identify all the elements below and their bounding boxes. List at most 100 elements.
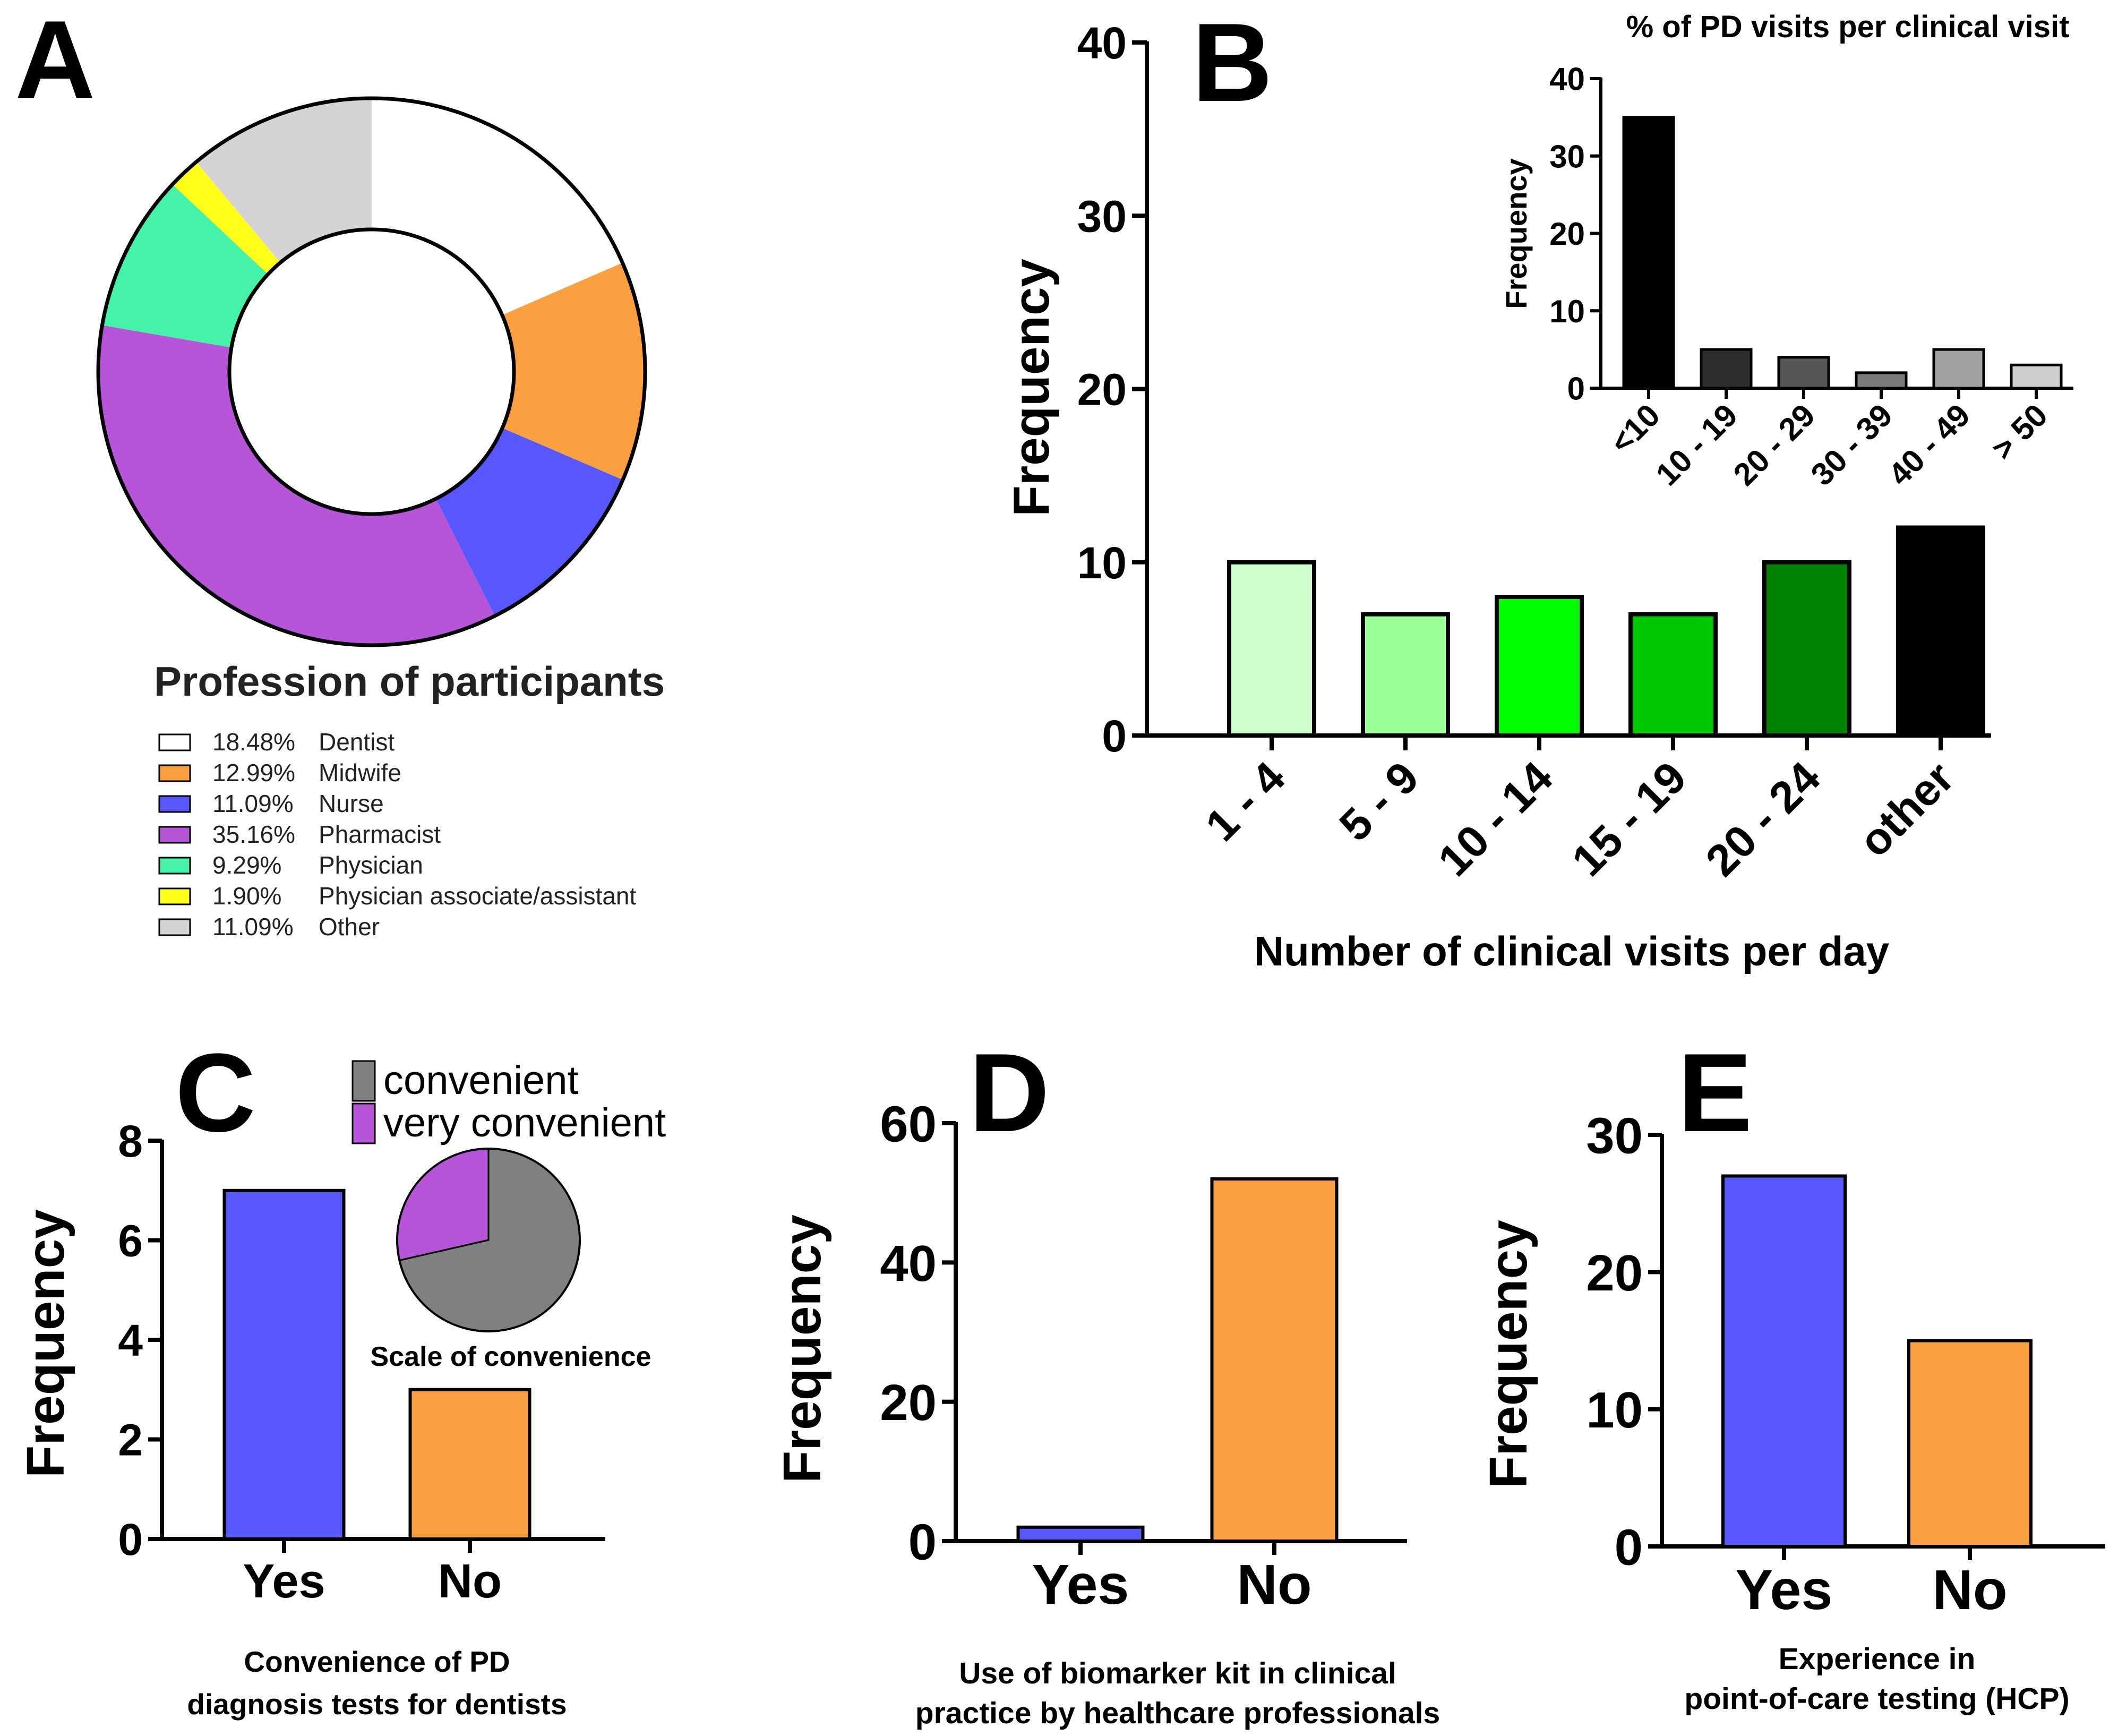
legend-percent: 18.48%: [212, 728, 295, 756]
chart-d: 0 20 40 60 Yes No Frequency Use of biomarker ki…: [773, 1096, 1440, 1730]
y-tick-label: 0: [1615, 1519, 1643, 1576]
panel-label-c: C: [175, 1030, 256, 1155]
donut-slice-other: [196, 98, 372, 263]
bar-no: [408, 1388, 531, 1541]
x-tick-label: > 50: [1985, 397, 2054, 467]
legend-percent: 1.90%: [212, 882, 281, 910]
bar--10: [1622, 116, 1675, 390]
y-tick-label: 10: [1586, 1382, 1643, 1439]
y-axis-title: Frequency: [16, 1209, 75, 1478]
legend-percent: 11.09%: [212, 790, 294, 817]
x-tick-label: 40 - 49: [1882, 397, 1977, 492]
bar-no: [1210, 1177, 1339, 1543]
x-axis-title: Number of clinical visits per day: [1254, 928, 1889, 974]
donut-slice-nurse: [435, 427, 623, 616]
donut-slice-dentist: [372, 98, 623, 315]
x-tick-label: No: [438, 1555, 502, 1608]
y-tick-label: 10: [1077, 538, 1127, 588]
bar-20-24: [1762, 560, 1851, 738]
bar-other: [1896, 525, 1985, 738]
x-axis-title-line: point-of-care testing (HCP): [1684, 1682, 2069, 1716]
y-axis-title: Frequency: [773, 1215, 832, 1483]
donut-outer-outline: [96, 96, 647, 647]
legend-swatch: [158, 857, 191, 875]
pie-slice-very-convenient: [396, 1148, 490, 1262]
y-axis-title: Frequency: [1003, 259, 1060, 516]
chart-title: % of PD visits per clinical visit: [1626, 10, 2070, 44]
x-tick-label: 15 - 19: [1562, 752, 1695, 885]
chart-a: Profession of participants 18.48% Dentist 1…: [96, 96, 665, 940]
donut-slice-physician-associate-assistant: [172, 162, 281, 275]
bar-yes: [1016, 1525, 1145, 1543]
x-tick-label: Yes: [1736, 1559, 1833, 1621]
legend-percent: 35.16%: [212, 820, 295, 848]
y-tick-label: 10: [1549, 294, 1585, 329]
y-axis-title: Frequency: [1479, 1220, 1538, 1489]
bar-1-4: [1227, 560, 1316, 738]
legend-percent: 9.29%: [212, 851, 281, 879]
panel-label-d: D: [969, 1030, 1050, 1155]
bar-no: [1907, 1339, 2033, 1548]
legend-swatch: [158, 887, 191, 905]
donut-slice-midwife: [502, 262, 645, 480]
legend-label: Midwife: [319, 759, 401, 786]
x-axis-title-line: Experience in: [1779, 1642, 1976, 1676]
chart-title: Scale of convenience: [371, 1341, 651, 1372]
y-tick-label: 6: [118, 1216, 143, 1266]
y-tick-label: 20: [880, 1374, 937, 1431]
y-tick-label: 2: [118, 1415, 143, 1465]
x-axis-title-line: Use of biomarker kit in clinical: [959, 1656, 1396, 1690]
bar-10-14: [1495, 595, 1584, 738]
chart-c: 0 2 4 6 8 Yes No Frequency Convenience of PD diag…: [16, 1116, 605, 1721]
legend-label: convenient: [383, 1058, 579, 1103]
bar-5-9: [1361, 612, 1450, 738]
bar-40-49: [1932, 348, 1985, 390]
x-tick-label: 5 - 9: [1330, 752, 1428, 850]
legend-swatch: [351, 1060, 376, 1102]
y-tick-label: 4: [118, 1315, 143, 1365]
legend-swatch: [158, 733, 191, 751]
x-tick-label: <10: [1603, 397, 1667, 460]
x-tick-label: 1 - 4: [1196, 752, 1294, 851]
x-axis-title-line: diagnosis tests for dentists: [187, 1688, 567, 1721]
x-tick-label: 30 - 39: [1804, 397, 1899, 492]
legend-label: Dentist: [319, 728, 395, 756]
y-tick-label: 40: [1077, 18, 1127, 68]
chart-e: 0 10 20 30 Yes No Frequency Experience in point-…: [1479, 1108, 2105, 1716]
legend-label: Other: [319, 913, 380, 940]
bar-10-19: [1700, 348, 1753, 390]
x-tick-label: other: [1849, 752, 1963, 866]
legend-swatch: [158, 918, 191, 936]
panel-label-b: B: [1192, 0, 1273, 125]
bar-20-29: [1777, 356, 1830, 390]
y-tick-label: 0: [1567, 371, 1585, 407]
chart-b: 0 10 20 30 40 1 - 4 5 - 9 10 - 14 15 - 19 20 - 24…: [1003, 18, 1991, 974]
x-tick-label: 20 - 24: [1696, 752, 1830, 886]
bar-yes: [222, 1188, 346, 1541]
y-axis-title: Frequency: [1499, 158, 1533, 309]
x-tick-label: 10 - 19: [1649, 397, 1744, 492]
x-axis-title-line: practice by healthcare professionals: [915, 1696, 1440, 1730]
y-tick-label: 40: [1549, 62, 1585, 97]
y-tick-label: 8: [118, 1116, 143, 1166]
y-tick-label: 60: [880, 1096, 937, 1153]
x-tick-label: 20 - 29: [1727, 397, 1822, 492]
panel-label-a: A: [15, 0, 96, 122]
x-tick-label: Yes: [1032, 1553, 1129, 1616]
y-tick-label: 40: [880, 1235, 937, 1292]
legend-swatch: [351, 1102, 376, 1144]
legend-label: Nurse: [319, 790, 384, 817]
legend-label: Pharmacist: [319, 820, 441, 848]
y-tick-label: 20: [1077, 365, 1127, 415]
y-tick-label: 30: [1549, 139, 1585, 174]
legend-swatch: [158, 795, 191, 813]
y-tick-label: 20: [1549, 216, 1585, 252]
y-tick-label: 20: [1586, 1245, 1643, 1302]
y-tick-label: 0: [118, 1515, 143, 1564]
legend-swatch: [158, 826, 191, 844]
donut-slice-physician: [102, 184, 268, 348]
y-tick-label: 30: [1586, 1108, 1643, 1165]
legend-label: very convenient: [383, 1100, 666, 1145]
